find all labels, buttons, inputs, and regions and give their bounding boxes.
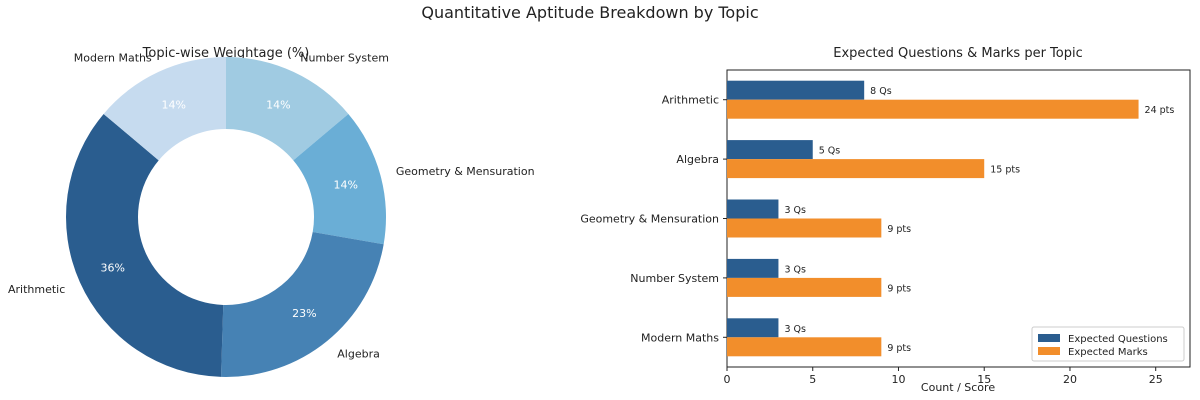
donut-category-label: Modern Maths bbox=[74, 51, 152, 64]
donut-percent-label: 36% bbox=[101, 262, 125, 275]
y-tick-label: Number System bbox=[630, 272, 719, 285]
bar-expected-questions-algebra bbox=[727, 140, 813, 160]
bar-data-label: 3 Qs bbox=[784, 205, 806, 216]
x-tick-label: 20 bbox=[1063, 373, 1077, 386]
bar-expected-marks-number-system bbox=[727, 277, 882, 297]
bar-expected-marks-geometry-and-mensuration bbox=[727, 218, 882, 238]
bar-data-label: 15 pts bbox=[990, 165, 1020, 176]
donut-slice-algebra bbox=[221, 231, 384, 377]
x-tick-label: 5 bbox=[809, 373, 816, 386]
figure-title: Quantitative Aptitude Breakdown by Topic bbox=[421, 3, 758, 22]
bar-data-label: 3 Qs bbox=[784, 324, 806, 335]
bar-expected-marks-modern-maths bbox=[727, 337, 882, 357]
legend-swatch bbox=[1038, 347, 1060, 355]
bar-expected-marks-algebra bbox=[727, 159, 985, 179]
bar-data-label: 24 pts bbox=[1145, 105, 1175, 116]
bar-data-label: 9 pts bbox=[887, 283, 911, 294]
x-axis-label: Count / Score bbox=[921, 381, 995, 394]
bar-data-label: 5 Qs bbox=[819, 146, 841, 157]
donut-category-label: Geometry & Mensuration bbox=[396, 165, 535, 178]
x-tick-label: 25 bbox=[1149, 373, 1163, 386]
donut-category-label: Algebra bbox=[337, 347, 380, 360]
donut-category-label: Number System bbox=[300, 51, 389, 64]
legend-label: Expected Marks bbox=[1068, 347, 1148, 358]
donut-percent-label: 14% bbox=[266, 99, 290, 112]
bar-data-label: 8 Qs bbox=[870, 86, 892, 97]
bar-expected-marks-arithmetic bbox=[727, 99, 1139, 119]
bar-expected-questions-number-system bbox=[727, 258, 779, 278]
legend: Expected Questions Expected Marks bbox=[1031, 326, 1185, 362]
legend-box bbox=[1031, 326, 1185, 362]
x-tick-label: 0 bbox=[724, 373, 731, 386]
y-tick-label: Geometry & Mensuration bbox=[580, 213, 719, 226]
legend-label: Expected Questions bbox=[1068, 334, 1168, 345]
y-tick-label: Arithmetic bbox=[662, 94, 719, 107]
x-tick-label: 15 bbox=[977, 373, 991, 386]
bar-expected-questions-arithmetic bbox=[727, 80, 865, 100]
legend-swatch bbox=[1038, 334, 1060, 342]
x-tick-label: 10 bbox=[891, 373, 905, 386]
bar-title: Expected Questions & Marks per Topic bbox=[833, 46, 1083, 61]
donut-percent-label: 14% bbox=[161, 99, 185, 112]
donut-slice-number-system bbox=[226, 57, 349, 161]
donut-title: Topic-wise Weightage (%) bbox=[142, 46, 310, 61]
bar-data-label: 9 pts bbox=[887, 224, 911, 235]
donut-percent-label: 14% bbox=[333, 179, 357, 192]
donut-slice-modern-maths bbox=[103, 57, 226, 161]
y-tick-label: Modern Maths bbox=[641, 331, 719, 344]
donut-slice-arithmetic bbox=[66, 113, 224, 377]
bar-expected-questions-modern-maths bbox=[727, 318, 779, 338]
bar-expected-questions-geometry-and-mensuration bbox=[727, 199, 779, 219]
donut-chart: Topic-wise Weightage (%) 14% Number Syste… bbox=[8, 46, 535, 377]
bar-data-label: 9 pts bbox=[887, 343, 911, 354]
donut-category-label: Arithmetic bbox=[8, 283, 65, 296]
bar-data-label: 3 Qs bbox=[784, 264, 806, 275]
y-tick-label: Algebra bbox=[676, 153, 719, 166]
bar-chart: Expected Questions & Marks per Topic Cou… bbox=[580, 46, 1191, 394]
donut-percent-label: 23% bbox=[292, 307, 316, 320]
donut-slice-geometry-and-mensuration bbox=[293, 113, 386, 245]
